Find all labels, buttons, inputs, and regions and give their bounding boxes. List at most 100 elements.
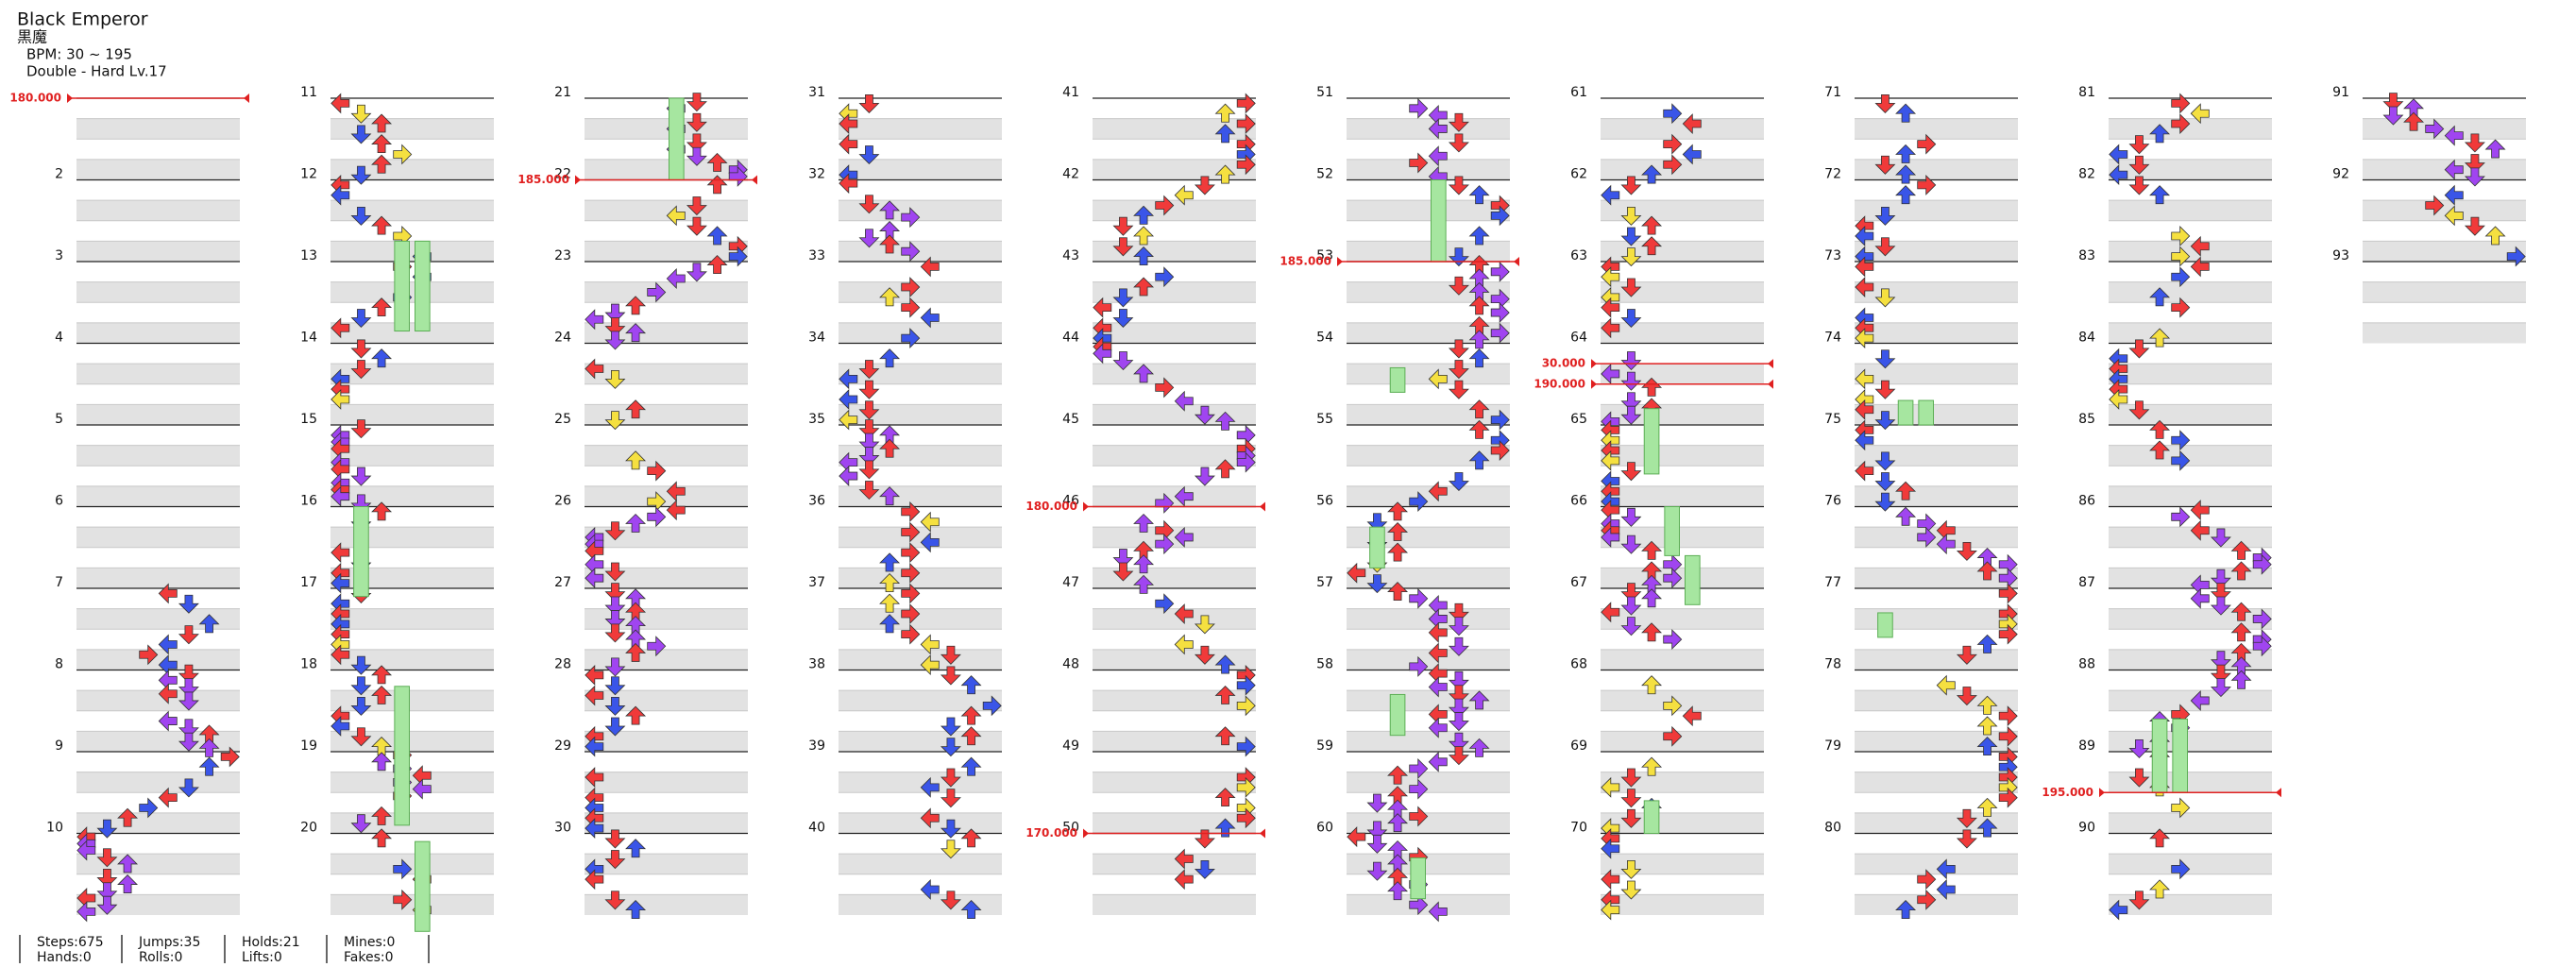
step-arrow [1468, 296, 1490, 315]
step-arrow [839, 133, 858, 155]
hold-body [669, 97, 685, 180]
arrow-shape [1155, 492, 1175, 514]
step-arrow [1133, 246, 1155, 265]
beat-band [2109, 343, 2272, 365]
arrow-shape [371, 113, 393, 133]
measure-number: 57 [1316, 575, 1333, 590]
step-arrow [1468, 348, 1490, 368]
beat-band [839, 547, 1002, 568]
beat-band [1601, 241, 1764, 262]
step-arrow [1936, 534, 1956, 555]
step-arrow [371, 501, 393, 521]
measure-number: 34 [808, 331, 825, 346]
bpm-marker [1260, 501, 1265, 512]
beat-band [1855, 568, 2018, 588]
arrow-shape [2210, 596, 2231, 616]
measure-number: 50 [1062, 821, 1079, 836]
arrow-shape [940, 717, 961, 737]
arrow-shape [879, 438, 901, 458]
beat-band [585, 731, 748, 752]
beat-band [76, 527, 240, 548]
beat-band [839, 404, 1002, 425]
arrow-shape [625, 900, 647, 919]
step-arrow [371, 134, 393, 154]
beat-band [585, 527, 748, 548]
step-arrow [1917, 889, 1937, 910]
step-arrow [1214, 103, 1236, 123]
step-arrow [1620, 176, 1642, 195]
bpm-label: 195.000 [2042, 786, 2093, 799]
arrow-shape [1641, 540, 1663, 560]
arrow-shape [1663, 133, 1683, 155]
arrow-shape [604, 331, 626, 350]
step-arrow [1620, 392, 1642, 412]
step-arrow [706, 226, 728, 246]
arrow-shape [666, 500, 686, 521]
arrow-shape [1112, 562, 1134, 582]
step-arrow [1601, 450, 1620, 471]
step-arrow [2171, 797, 2191, 819]
arrow-shape [350, 467, 372, 486]
arrow-shape [901, 542, 921, 564]
beat-band [2109, 547, 2272, 568]
step-arrow [1133, 277, 1155, 297]
beat-band [2109, 752, 2272, 772]
beat-band [330, 262, 494, 282]
arrow-shape [1874, 451, 1896, 471]
step-arrow [1663, 154, 1683, 176]
beat-band [585, 364, 748, 384]
arrow-shape [1620, 534, 1642, 554]
arrow-shape [1448, 685, 1469, 704]
step-arrow [585, 869, 604, 891]
arrow-shape [901, 277, 921, 297]
arrow-shape [1236, 807, 1256, 829]
step-arrow [1174, 603, 1194, 624]
beat-band [1093, 383, 1256, 405]
beat-band [585, 262, 748, 282]
beat-band [2109, 220, 2272, 242]
arrow-shape [585, 568, 604, 589]
beat-band [1093, 670, 1256, 691]
arrow-shape [2109, 164, 2128, 186]
measure-number: 42 [1062, 167, 1079, 182]
beat-band [1855, 179, 2018, 201]
step-arrow [2425, 195, 2445, 216]
step-arrow [330, 184, 350, 206]
arrow-shape [1428, 368, 1448, 390]
step-arrow [1174, 634, 1194, 655]
arrow-shape [901, 207, 921, 229]
step-arrow [1448, 247, 1469, 267]
beat-band [585, 833, 748, 855]
arrow-shape [1620, 405, 1642, 425]
arrow-shape [2171, 506, 2191, 528]
beat-band [1601, 364, 1764, 384]
arrow-shape [2171, 113, 2191, 134]
arrow-shape [1448, 339, 1469, 359]
arrow-shape [1133, 205, 1155, 225]
step-arrow [1641, 675, 1663, 695]
beat-band [2109, 179, 2272, 201]
step-arrow [412, 778, 432, 800]
step-arrow [350, 696, 372, 716]
arrow-shape [1895, 185, 1917, 205]
arrow-shape [1194, 405, 1215, 425]
step-arrow [198, 614, 220, 634]
arrow-shape [839, 368, 858, 390]
beat-band [1347, 179, 1510, 201]
beat-band [1093, 262, 1256, 282]
step-arrow [1112, 237, 1134, 257]
step-arrow [625, 399, 647, 419]
beat-band [1601, 383, 1764, 405]
step-arrow [2128, 155, 2150, 175]
beat-band [1093, 812, 1256, 834]
step-arrow [1194, 859, 1215, 879]
arrow-shape [604, 657, 626, 677]
beat-band [330, 404, 494, 425]
arrow-shape [1174, 848, 1194, 870]
arrow-shape [1682, 705, 1702, 727]
step-arrow [666, 500, 686, 521]
measure-number: 27 [554, 575, 571, 590]
step-arrow [1214, 654, 1236, 674]
beat-band [1855, 506, 2018, 528]
arrow-shape [1155, 377, 1175, 399]
